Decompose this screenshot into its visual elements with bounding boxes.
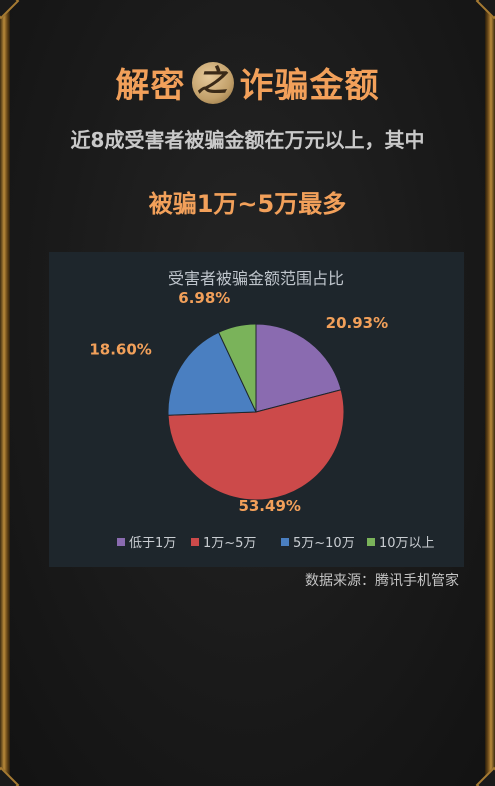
- pie-slice: [167, 331, 257, 416]
- right-frame-border: [485, 0, 495, 786]
- legend-swatch: [281, 538, 289, 546]
- slice-value-label: 20.93%: [326, 314, 388, 332]
- pie-chart: 受害者被骗金额范围占比 20.93% 53.49% 18.60% 6.98% 低于1万…: [89, 269, 435, 551]
- legend-swatch: [117, 538, 125, 546]
- pie-slice: [217, 323, 257, 413]
- legend-label: 10万以上: [379, 536, 435, 551]
- legend-item: 5万~10万: [281, 536, 355, 551]
- subtitle-line-1: 近8成受害者被骗金额在万元以上，其中: [70, 128, 425, 152]
- legend-item: 低于1万: [117, 536, 176, 551]
- title-part-1: 解密: [115, 66, 186, 106]
- legend-label: 5万~10万: [293, 536, 355, 551]
- title-part-2: 诈骗金额: [239, 66, 380, 106]
- title-badge: 之: [191, 61, 234, 104]
- page-title: 解密之诈骗金额: [0, 58, 495, 107]
- left-frame-border: [0, 0, 10, 786]
- legend-swatch: [191, 538, 199, 546]
- chart-panel: 受害者被骗金额范围占比 20.93% 53.49% 18.60% 6.98% 低于1万…: [49, 252, 464, 567]
- chart-title: 受害者被骗金额范围占比: [168, 269, 344, 288]
- legend-label: 1万~5万: [203, 536, 256, 551]
- legend-item: 10万以上: [367, 536, 435, 551]
- legend-label: 低于1万: [129, 536, 176, 551]
- legend-item: 1万~5万: [191, 536, 256, 551]
- data-source: 数据来源：腾讯手机管家: [305, 573, 459, 589]
- slice-value-label: 6.98%: [178, 289, 230, 307]
- slice-value-label: 53.49%: [238, 497, 300, 515]
- slice-value-label: 18.60%: [89, 340, 151, 358]
- legend-swatch: [367, 538, 375, 546]
- pie-slice: [255, 323, 342, 413]
- pie-slice: [167, 389, 345, 501]
- subtitle-line-2: 被骗1万~5万最多: [148, 190, 347, 218]
